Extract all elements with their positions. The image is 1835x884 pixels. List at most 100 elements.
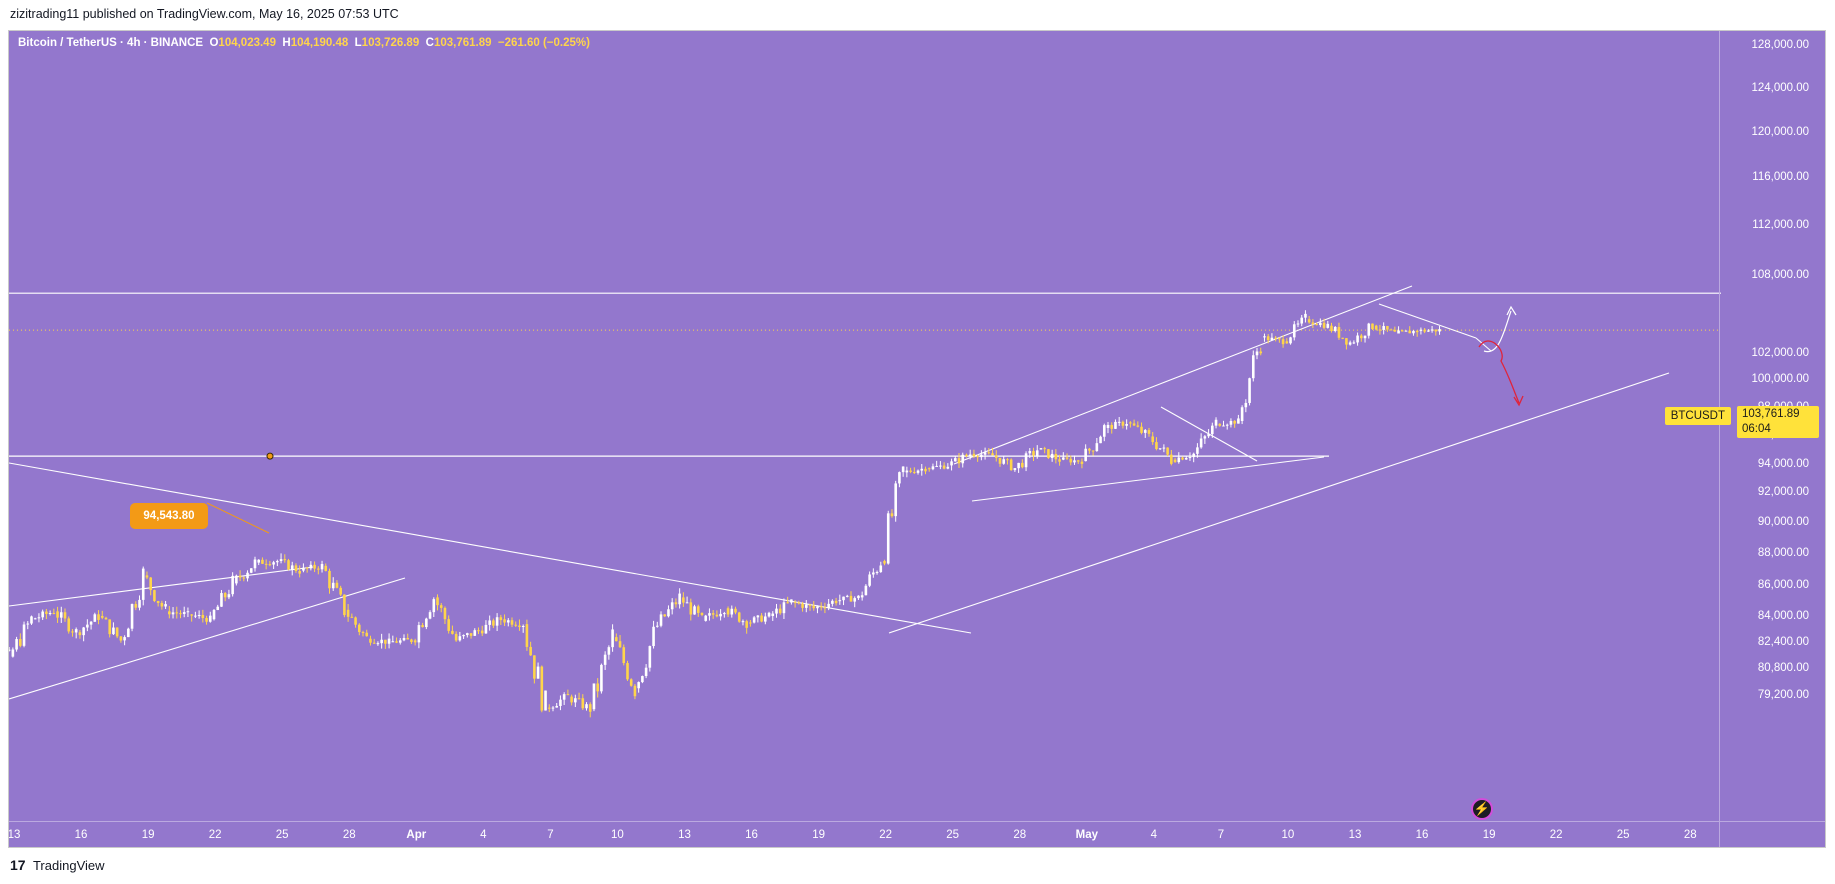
candle-body [1270,337,1274,341]
candle-body [1017,462,1020,469]
candle-body [983,452,987,455]
candle-body [264,563,268,565]
candle-body [357,624,361,633]
time-tick-label: 16 [1415,829,1429,841]
candle-body [454,633,458,641]
candle-body [477,630,480,632]
candle-body [499,617,503,621]
bullish-projection-arrow [1483,310,1512,353]
candle-body [1188,457,1192,459]
candle-body [1430,329,1434,331]
candle-body [249,568,253,573]
price-tick-label: 82,400.00 [1757,636,1809,648]
candle-body [719,613,722,617]
candle-body [425,618,428,628]
candle-body [1192,453,1195,458]
candle-body [987,452,991,454]
candle-body [849,595,853,602]
time-tick-label: 10 [1281,829,1295,841]
candle-body [648,646,652,668]
candle-body [972,453,976,457]
candle-body [1348,342,1352,345]
candle-body [1296,323,1300,325]
candle-body [1300,317,1304,324]
high-label: H [282,37,291,49]
candle-body [78,632,82,636]
time-tick-label: 22 [1549,829,1563,841]
tradingview-logo-icon: 17 [10,857,26,873]
price-axis[interactable]: 128,000.00 124,000.00 120,000.00 116,000.00… [1719,31,1825,847]
candle-body [913,471,916,473]
candle-body [667,609,670,617]
price-callout-label[interactable]: 94,543.80 [130,503,208,529]
low-label: L [354,37,362,49]
candle-body [1434,329,1438,332]
candle-body [100,616,104,618]
candle-body [678,593,681,605]
candle-body [544,690,547,711]
candle-body [1162,447,1166,449]
candle-body [1035,450,1039,456]
candle-body [1311,322,1315,325]
candle-body [946,466,950,469]
candle-body [443,607,447,620]
candle-body [1319,322,1322,326]
candle-body [1326,323,1330,328]
candle-body [845,595,849,597]
candle-body [618,641,622,648]
candle-body [141,568,145,600]
candle-body [1073,460,1076,463]
candle-body [1427,330,1430,332]
price-tick-label: 100,000.00 [1751,373,1809,385]
candle-body [503,619,506,623]
candle-body [1225,424,1229,426]
candle-body [235,575,238,584]
candle-body [89,621,93,625]
candle-body [1214,419,1218,426]
candle-body [257,559,261,563]
candle-body [205,618,208,622]
candle-body [201,615,205,619]
candle-body [890,513,894,517]
candle-body [708,613,711,616]
candle-body [469,633,473,636]
candle-body [190,614,193,616]
candle-body [514,624,518,626]
candle-body [920,468,924,471]
candle-body [804,604,808,608]
candle-body [831,600,834,604]
chart-pane[interactable]: Bitcoin / TetherUS · 4h · BINANCE O104,0… [8,30,1826,848]
candle-body [402,637,406,641]
candle-body [879,565,883,573]
candle-body [365,632,369,637]
candle-body [525,624,529,647]
candle-body [276,561,279,563]
candle-body [767,612,771,617]
candle-body [875,572,879,574]
open-value: 104,023.49 [218,37,276,49]
chart-canvas[interactable] [9,31,1826,848]
candle-body [886,513,890,564]
candle-body [473,630,477,636]
candle-body [369,638,372,643]
time-tick-label: 19 [141,829,155,841]
candle-body [97,614,100,620]
candle-body [1147,430,1151,434]
time-tick-label: 16 [745,829,758,841]
candle-body [1013,468,1017,471]
time-axis[interactable]: 13 16 19 22 25 28 Apr 4 7 10 13 16 19 22 25 28 May 4 7 10 13… [9,821,1825,847]
price-tick-label: 84,000.00 [1757,610,1809,622]
time-tick-label: Apr [406,829,427,841]
candle-body [1393,329,1397,332]
candle-body [15,639,18,650]
candle-body [112,627,115,635]
candle-body [86,624,89,628]
candle-body [745,621,748,628]
downtrend-line [9,462,972,634]
lightning-icon[interactable]: ⚡ [1471,798,1493,820]
candle-body [998,457,1002,464]
candle-body [298,571,301,574]
candle-body [1039,448,1043,450]
candle-body [354,617,357,625]
candle-body [551,707,555,709]
